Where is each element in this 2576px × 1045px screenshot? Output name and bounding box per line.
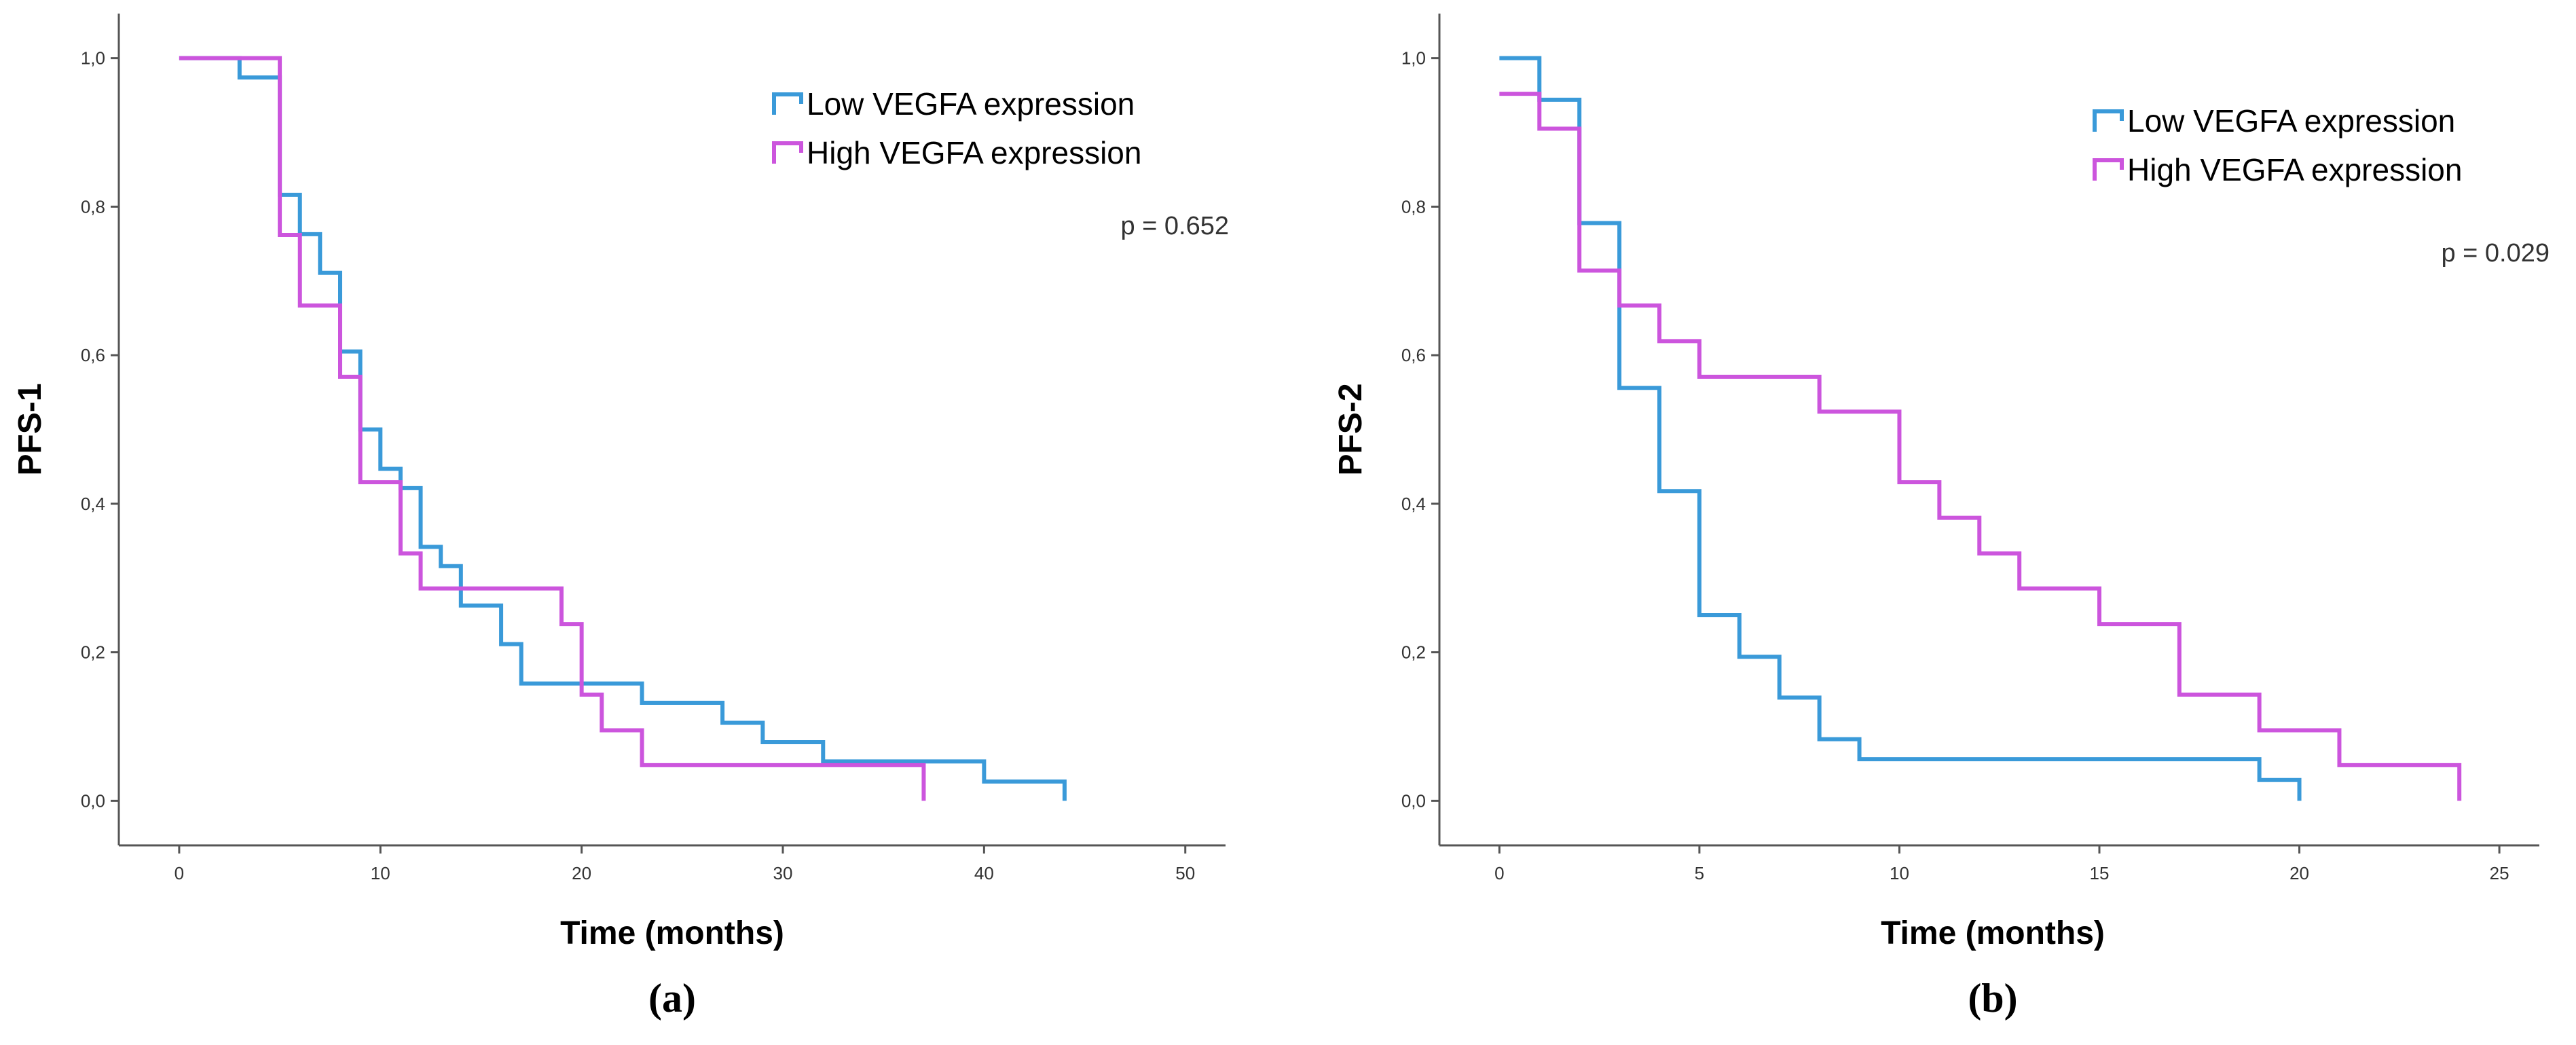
legend-label-low: Low VEGFA expression bbox=[807, 86, 1135, 122]
y-tick-label: 0,2 bbox=[1401, 642, 1426, 663]
x-tick-label: 0 bbox=[1494, 863, 1504, 883]
x-tick-label: 40 bbox=[974, 863, 994, 883]
y-tick-label: 0,6 bbox=[1401, 345, 1426, 365]
y-tick-label: 0,8 bbox=[1401, 196, 1426, 217]
legend-symbol-high bbox=[2093, 158, 2124, 181]
y-tick-label: 0,0 bbox=[1401, 790, 1426, 811]
y-tick-label: 1,0 bbox=[1401, 48, 1426, 69]
x-tick-label: 0 bbox=[174, 863, 184, 883]
legend-label-high: High VEGFA expression bbox=[807, 135, 1141, 170]
y-tick-label: 0,2 bbox=[81, 642, 105, 663]
x-tick-label: 5 bbox=[1695, 863, 1704, 883]
y-tick-label: 1,0 bbox=[81, 48, 105, 69]
high-vegfa-curve bbox=[1499, 92, 2462, 801]
y-axis-title: PFS-2 bbox=[1333, 383, 1369, 475]
panel-label: (b) bbox=[1968, 976, 2017, 1021]
p-value-annotation: p = 0.029 bbox=[2441, 239, 2550, 268]
x-tick-label: 10 bbox=[1890, 863, 1909, 883]
x-axis-title: Time (months) bbox=[560, 915, 784, 951]
x-axis-title: Time (months) bbox=[1881, 915, 2105, 951]
x-tick-label: 20 bbox=[2289, 863, 2309, 883]
y-tick-label: 0,4 bbox=[81, 494, 105, 514]
x-tick-label: 30 bbox=[773, 863, 793, 883]
panel-a-chart: 0,0 0,2 0,4 0,6 0,8 1,0 0 10 20 30 40 50 PFS-1 Time (… bbox=[12, 14, 1229, 1021]
legend-symbol-high bbox=[772, 141, 803, 164]
high-vegfa-curve bbox=[179, 56, 926, 801]
legend-label-low: Low VEGFA expression bbox=[2127, 103, 2455, 139]
y-axis-title: PFS-1 bbox=[12, 383, 48, 475]
low-vegfa-curve bbox=[179, 56, 1067, 801]
panel-b-chart: 0,0 0,2 0,4 0,6 0,8 1,0 0 5 10 15 20 25 PFS-2 Time (m… bbox=[1333, 14, 2550, 1021]
y-tick-label: 0,4 bbox=[1401, 494, 1426, 514]
y-tick-label: 0,6 bbox=[81, 345, 105, 365]
x-tick-label: 15 bbox=[2090, 863, 2110, 883]
x-tick-label: 20 bbox=[572, 863, 591, 883]
legend-symbol-low bbox=[2093, 109, 2124, 132]
y-tick-label: 0,0 bbox=[81, 790, 105, 811]
p-value-annotation: p = 0.652 bbox=[1120, 212, 1229, 240]
x-tick-label: 25 bbox=[2490, 863, 2509, 883]
y-tick-label: 0,8 bbox=[81, 196, 105, 217]
panel-label: (a) bbox=[648, 976, 696, 1021]
x-tick-label: 50 bbox=[1175, 863, 1195, 883]
x-tick-label: 10 bbox=[371, 863, 390, 883]
legend-symbol-low bbox=[772, 92, 803, 115]
legend-label-high: High VEGFA expression bbox=[2127, 152, 2462, 187]
